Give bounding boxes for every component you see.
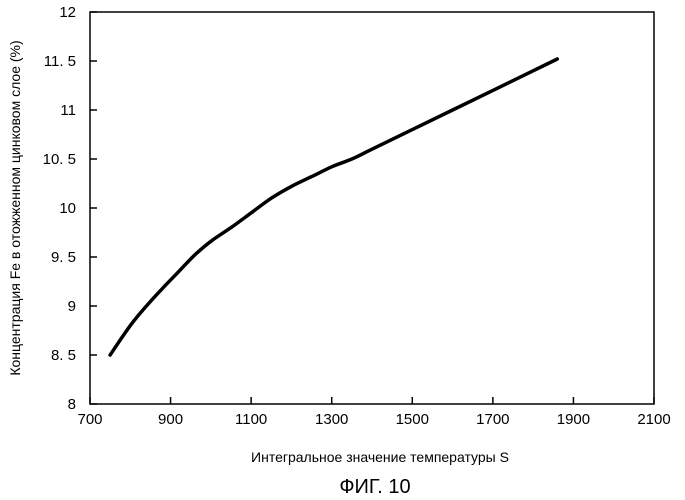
y-axis-title: Концентрация Fe в отожженном цинковом сл… xyxy=(7,40,23,375)
x-axis-ticks: 700 900 1100 1300 1500 1700 1900 2100 xyxy=(77,397,670,428)
y-tick-label: 12 xyxy=(59,4,76,21)
y-tick-label: 11 xyxy=(60,102,76,119)
y-tick-label: 9. 5 xyxy=(51,249,76,266)
y-axis-ticks: 8 8. 5 9 9. 5 10 10. 5 11 11. 5 12 xyxy=(43,4,97,413)
x-tick-label: 1500 xyxy=(396,411,429,428)
x-tick-label: 1300 xyxy=(315,411,348,428)
y-tick-label: 11. 5 xyxy=(44,53,76,70)
y-tick-label: 8 xyxy=(68,396,76,413)
figure-caption: ФИГ. 10 xyxy=(339,476,410,498)
x-tick-label: 900 xyxy=(158,411,183,428)
y-tick-label: 8. 5 xyxy=(51,347,76,364)
x-tick-label: 2100 xyxy=(637,411,670,428)
x-axis-title: Интегральное значение температуры S xyxy=(251,449,509,465)
y-tick-label: 10. 5 xyxy=(43,151,76,168)
x-tick-label: 700 xyxy=(77,411,102,428)
plot-frame xyxy=(90,12,654,404)
y-tick-label: 10 xyxy=(59,200,76,217)
series-line xyxy=(110,59,557,355)
series-layer xyxy=(110,59,557,355)
y-tick-label: 9 xyxy=(68,298,76,315)
x-tick-label: 1700 xyxy=(476,411,509,428)
x-tick-label: 1100 xyxy=(235,411,267,428)
x-tick-label: 1900 xyxy=(557,411,590,428)
